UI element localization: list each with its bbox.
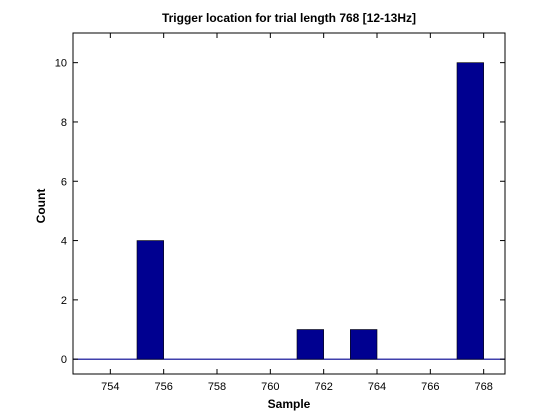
- x-tick-label: 762: [314, 381, 332, 393]
- y-tick-label: 2: [61, 295, 67, 307]
- x-tick-label: 754: [101, 381, 119, 393]
- x-tick-label: 768: [474, 381, 492, 393]
- histogram-bar: [456, 62, 484, 360]
- y-tick-label: 8: [61, 117, 67, 129]
- x-axis-ticks: 754 756 758 760 762 764 766 768: [101, 33, 493, 393]
- histogram-bar: [350, 329, 378, 360]
- y-tick-label: 6: [61, 176, 67, 188]
- x-axis-label: Sample: [268, 397, 311, 411]
- chart-title: Trigger location for trial length 768 [1…: [162, 11, 416, 25]
- y-tick-label: 4: [61, 236, 67, 248]
- y-axis-label: Count: [34, 189, 48, 224]
- plot-area: 754 756 758 760 762 764 766 768 0 2 4 6 8 10: [55, 32, 506, 393]
- plot-frame: [72, 32, 506, 375]
- y-axis-ticks: 0 2 4 6 8 10: [55, 58, 505, 366]
- histogram-bar: [136, 240, 164, 360]
- x-tick-label: 758: [208, 381, 226, 393]
- x-tick-label: 760: [261, 381, 279, 393]
- histogram-bar: [296, 329, 324, 360]
- x-tick-label: 764: [368, 381, 386, 393]
- y-tick-label: 10: [55, 58, 67, 70]
- x-tick-label: 756: [154, 381, 172, 393]
- y-tick-label: 0: [61, 354, 67, 366]
- bars-group: [136, 62, 484, 360]
- x-tick-label: 766: [421, 381, 439, 393]
